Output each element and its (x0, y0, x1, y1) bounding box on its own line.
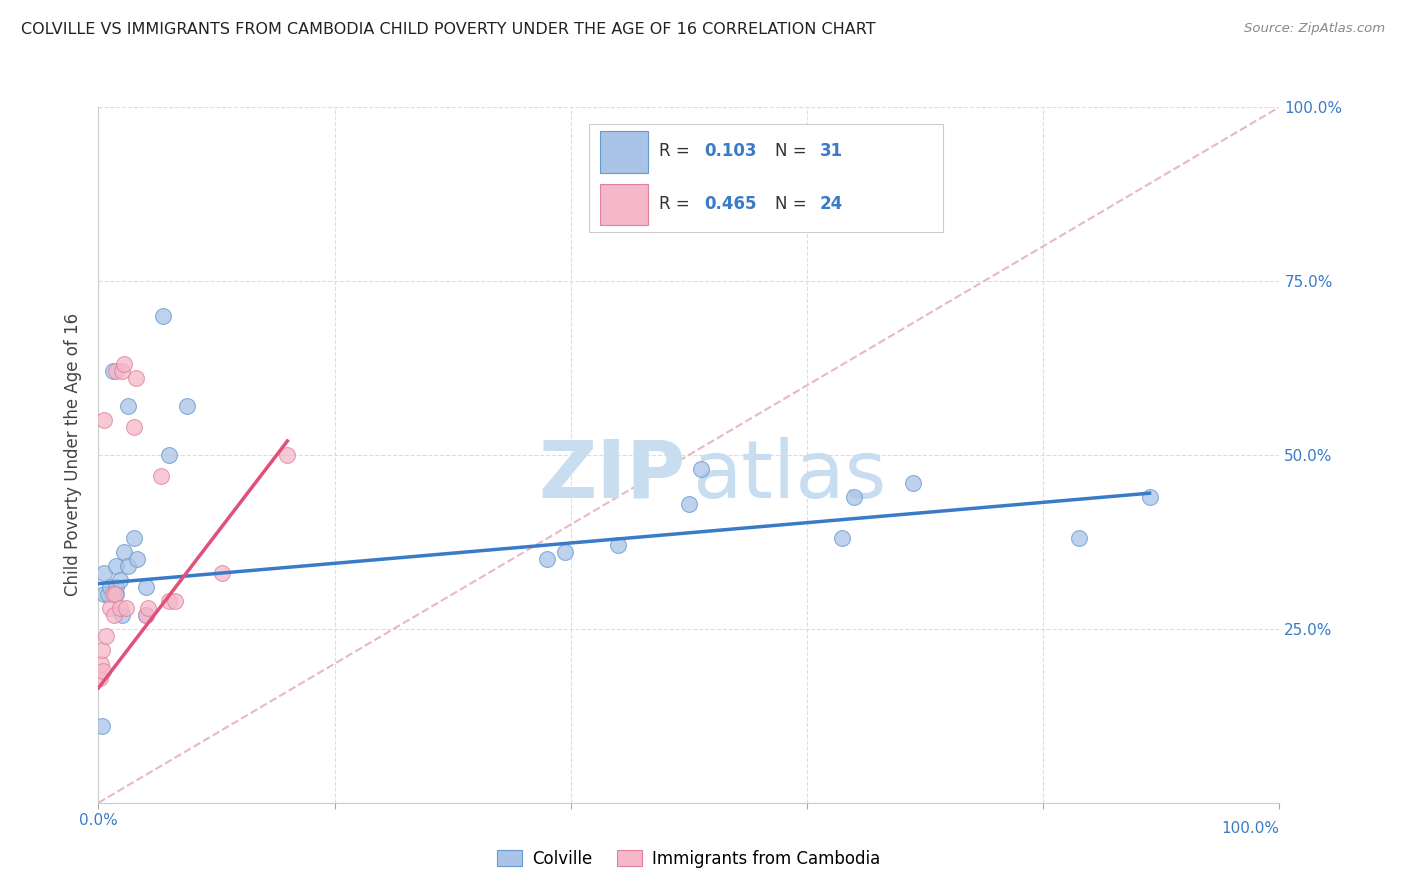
Point (165, 594, 187, 608)
Point (678, 497, 700, 511)
Point (112, 545, 135, 559)
Point (157, 594, 180, 608)
Y-axis label: Child Poverty Under the Age of 16: Child Poverty Under the Age of 16 (65, 313, 83, 597)
Point (903, 475, 925, 490)
Point (554, 545, 576, 559)
FancyBboxPatch shape (600, 184, 648, 226)
Point (98, 601, 121, 615)
Point (176, 399, 198, 413)
Point (135, 607, 157, 622)
Point (150, 468, 173, 483)
Point (152, 309, 174, 323)
Text: N =: N = (775, 195, 813, 213)
Point (93, 566, 115, 581)
Point (105, 559, 128, 574)
Point (90, 657, 112, 671)
Point (89, 671, 111, 685)
Point (93, 413, 115, 427)
Point (135, 607, 157, 622)
Point (136, 601, 159, 615)
Point (122, 420, 145, 434)
Point (536, 552, 558, 566)
Point (101, 364, 124, 378)
Text: 24: 24 (820, 195, 844, 213)
Text: Source: ZipAtlas.com: Source: ZipAtlas.com (1244, 22, 1385, 36)
Point (101, 587, 124, 601)
Point (135, 580, 157, 594)
Text: atlas: atlas (693, 437, 887, 515)
Text: 100.0%: 100.0% (1222, 822, 1279, 837)
Point (112, 358, 135, 372)
Point (1139, 490, 1161, 504)
Text: R =: R = (659, 142, 696, 160)
Point (98, 580, 121, 594)
Point (91, 664, 114, 678)
Point (114, 601, 136, 615)
Point (105, 580, 128, 594)
Point (276, 448, 298, 462)
Point (127, 552, 149, 566)
Text: N =: N = (775, 142, 813, 160)
Point (125, 371, 148, 385)
FancyBboxPatch shape (600, 131, 648, 173)
Legend: Colville, Immigrants from Cambodia: Colville, Immigrants from Cambodia (491, 843, 887, 874)
Text: COLVILLE VS IMMIGRANTS FROM CAMBODIA CHILD POVERTY UNDER THE AGE OF 16 CORRELATI: COLVILLE VS IMMIGRANTS FROM CAMBODIA CHI… (21, 22, 876, 37)
Point (111, 364, 134, 378)
Point (157, 448, 180, 462)
Point (117, 399, 139, 413)
Point (103, 607, 125, 622)
Point (91, 642, 114, 657)
Point (117, 559, 139, 574)
Point (93, 587, 115, 601)
Text: ZIP: ZIP (538, 437, 685, 515)
FancyBboxPatch shape (589, 124, 943, 232)
Point (211, 566, 233, 581)
Text: 0.103: 0.103 (704, 142, 756, 160)
Point (689, 462, 711, 476)
Text: 31: 31 (820, 142, 844, 160)
Point (122, 532, 145, 546)
Point (94, 629, 117, 643)
Point (105, 364, 128, 378)
Point (108, 601, 131, 615)
Point (111, 607, 134, 622)
Text: R =: R = (659, 195, 696, 213)
Point (831, 532, 853, 546)
Text: 0.465: 0.465 (704, 195, 756, 213)
Point (104, 587, 127, 601)
Point (607, 538, 630, 552)
Point (844, 490, 866, 504)
Point (108, 573, 131, 587)
Point (105, 587, 128, 601)
Point (91, 719, 114, 733)
Point (1067, 532, 1090, 546)
Point (97, 587, 120, 601)
